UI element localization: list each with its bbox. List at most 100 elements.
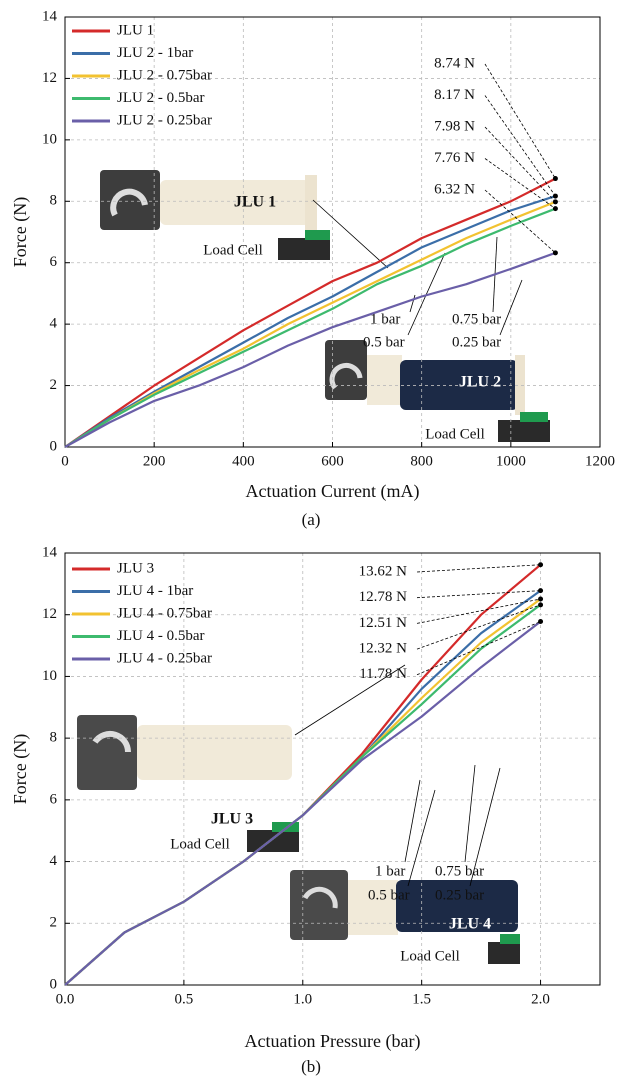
end-point xyxy=(538,562,544,568)
label-leader xyxy=(484,95,556,197)
y-tick-label: 12 xyxy=(42,606,57,622)
label-leader xyxy=(484,189,556,254)
end-point xyxy=(552,206,558,212)
x-tick-label: 1200 xyxy=(585,453,615,469)
jlu4-photo xyxy=(290,870,520,964)
label-leader xyxy=(484,126,556,203)
end-point xyxy=(538,588,544,594)
x-tick-label: 1.5 xyxy=(412,991,431,1007)
value-label: 6.32 N xyxy=(434,181,475,197)
legend-label: JLU 2 - 0.75bar xyxy=(117,67,212,83)
y-tick-label: 14 xyxy=(42,8,58,24)
legend-label: JLU 4 - 0.5bar xyxy=(117,628,204,644)
y-tick-label: 4 xyxy=(50,853,58,869)
label-leader xyxy=(484,63,556,179)
annotation: 0.25 bar xyxy=(452,334,501,350)
x-tick-label: 400 xyxy=(232,453,255,469)
series-line xyxy=(64,620,542,986)
x-tick-label: 800 xyxy=(410,453,433,469)
leader-line xyxy=(407,789,436,887)
plot-frame xyxy=(64,552,601,986)
series-line xyxy=(64,177,556,448)
end-point xyxy=(552,193,558,199)
legend-label: JLU 4 - 1bar xyxy=(117,583,193,599)
y-tick-label: 10 xyxy=(42,131,57,147)
end-point xyxy=(552,176,558,182)
annotation: Load Cell xyxy=(170,836,230,852)
label-leader xyxy=(416,604,541,650)
y-tick-label: 10 xyxy=(42,668,57,684)
legend-label: JLU 2 - 0.25bar xyxy=(117,112,212,128)
annotation: 0.25 bar xyxy=(435,887,484,903)
annotation: JLU 3 xyxy=(211,811,253,828)
y-tick-label: 2 xyxy=(50,915,58,931)
annotation: JLU 4 xyxy=(449,916,491,933)
value-label: 12.32 N xyxy=(359,641,408,657)
x-tick-label: 1.0 xyxy=(293,991,312,1007)
y-tick-label: 14 xyxy=(42,544,58,560)
annotation: 0.5 bar xyxy=(368,887,410,903)
end-point xyxy=(538,619,544,625)
label-leader xyxy=(416,590,541,599)
leader-line xyxy=(464,764,476,863)
value-label: 8.17 N xyxy=(434,87,475,103)
x-tick-label: 0.5 xyxy=(175,991,194,1007)
y-tick-label: 8 xyxy=(50,193,58,209)
x-tick-label: 600 xyxy=(321,453,344,469)
end-point xyxy=(538,602,544,608)
legend-label: JLU 2 - 0.5bar xyxy=(117,90,204,106)
label-leader xyxy=(416,564,541,573)
end-point xyxy=(538,596,544,602)
value-label: 7.76 N xyxy=(434,150,475,166)
leader-line xyxy=(404,779,421,863)
leader-line xyxy=(407,252,446,336)
end-point xyxy=(552,199,558,205)
value-label: 12.78 N xyxy=(359,589,408,605)
series-line xyxy=(64,251,556,448)
legend-label: JLU 3 xyxy=(117,560,154,576)
y-tick-label: 0 xyxy=(50,976,58,992)
annotation: 1 bar xyxy=(370,311,400,327)
annotation: JLU 1 xyxy=(234,194,276,211)
y-axis-label: Force (N) xyxy=(10,197,31,267)
legend-label: JLU 4 - 0.75bar xyxy=(117,605,212,621)
label-leader xyxy=(484,158,556,209)
x-tick-label: 2.0 xyxy=(531,991,550,1007)
jlu2-photo xyxy=(325,340,550,442)
annotation: Load Cell xyxy=(425,426,485,442)
x-tick-label: 200 xyxy=(143,453,166,469)
value-label: 12.51 N xyxy=(359,615,408,631)
annotation: Load Cell xyxy=(203,242,263,258)
end-point xyxy=(552,250,558,256)
jlu1-photo xyxy=(100,170,330,260)
leader-line xyxy=(499,279,523,336)
y-tick-label: 8 xyxy=(50,730,58,746)
legend-label: JLU 1 xyxy=(117,22,154,38)
annotation: 1 bar xyxy=(375,863,405,879)
y-axis-label: Force (N) xyxy=(10,734,31,804)
annotation: Load Cell xyxy=(400,948,460,964)
caption: (b) xyxy=(301,1057,321,1076)
x-axis-label: Actuation Current (mA) xyxy=(246,481,420,502)
caption: (a) xyxy=(302,510,321,529)
annotation: 0.75 bar xyxy=(452,311,501,327)
y-tick-label: 4 xyxy=(50,316,58,332)
leader-line xyxy=(469,767,501,887)
plot-frame xyxy=(64,16,601,448)
x-tick-label: 1000 xyxy=(496,453,526,469)
y-tick-label: 6 xyxy=(50,254,58,270)
y-tick-label: 2 xyxy=(50,377,58,393)
value-label: 7.98 N xyxy=(434,118,475,134)
annotation: 0.5 bar xyxy=(363,334,405,350)
annotation: 0.75 bar xyxy=(435,863,484,879)
x-axis-label: Actuation Pressure (bar) xyxy=(245,1031,421,1052)
leader-line xyxy=(409,294,416,313)
label-leader xyxy=(416,621,541,676)
y-tick-label: 0 xyxy=(50,438,58,454)
leader-line xyxy=(294,664,406,736)
series-line xyxy=(64,195,556,448)
y-tick-label: 12 xyxy=(42,70,57,86)
leader-line xyxy=(312,199,389,269)
y-tick-label: 6 xyxy=(50,791,58,807)
